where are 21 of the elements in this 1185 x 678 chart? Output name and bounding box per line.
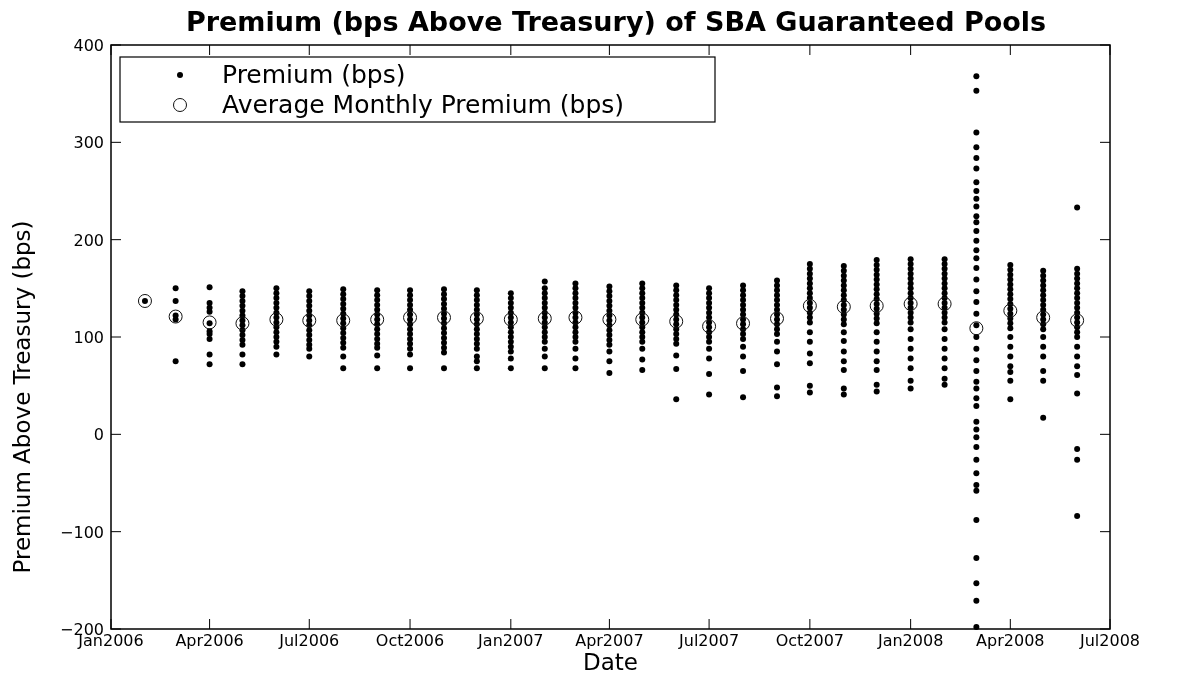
y-tick-label: 0 xyxy=(93,425,104,445)
y-tick-label: 400 xyxy=(73,36,104,55)
x-tick-label: Jul2007 xyxy=(678,631,740,650)
x-tick-label: Oct2006 xyxy=(375,631,445,650)
y-tick-label: 300 xyxy=(73,133,104,153)
x-tick-label: Jan2007 xyxy=(477,631,544,650)
chart-title: Premium (bps Above Treasury) of SBA Guaranteed Pools xyxy=(185,6,1047,37)
y-tick-label: 200 xyxy=(73,230,104,250)
x-tick-label: Jul2006 xyxy=(278,631,340,650)
x-tick-label: Oct2007 xyxy=(775,631,845,650)
legend-label: Premium (bps) xyxy=(222,60,406,89)
x-tick-label: Apr2008 xyxy=(976,631,1045,650)
y-tick-label: −100 xyxy=(60,522,104,542)
y-tick-label: 100 xyxy=(73,328,104,347)
x-tick-label: Apr2007 xyxy=(575,631,644,650)
x-tick-label: Jan2008 xyxy=(876,631,944,650)
x-tick-label: Apr2006 xyxy=(175,631,244,650)
y-axis-title: Premium Above Treasury (bps) xyxy=(9,220,35,574)
legend-label: Average Monthly Premium (bps) xyxy=(222,90,625,119)
x-axis-title: Date xyxy=(583,649,638,675)
x-tick-label: Jul2008 xyxy=(1078,631,1141,650)
